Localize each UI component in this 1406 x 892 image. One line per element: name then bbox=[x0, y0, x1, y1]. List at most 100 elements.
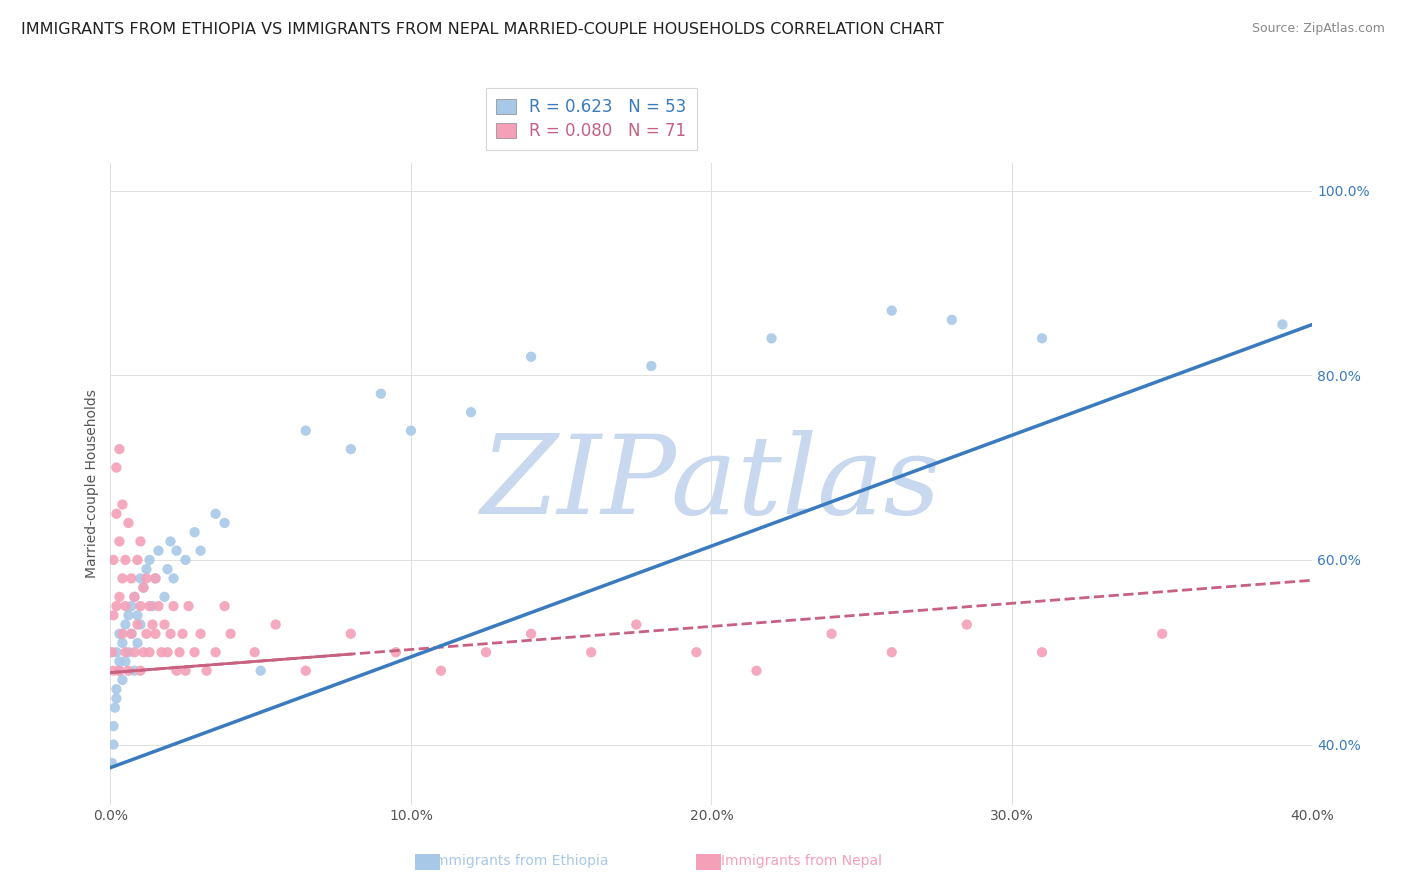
Point bbox=[105, 507, 128, 521]
Point bbox=[162, 599, 184, 613]
Point bbox=[108, 442, 131, 456]
Point bbox=[127, 636, 149, 650]
Point bbox=[745, 664, 768, 678]
Point bbox=[640, 359, 662, 373]
Point bbox=[150, 645, 173, 659]
Point bbox=[108, 655, 131, 669]
Point bbox=[111, 673, 134, 687]
Point bbox=[117, 645, 139, 659]
Point bbox=[124, 664, 146, 678]
Point bbox=[129, 534, 152, 549]
Point bbox=[475, 645, 498, 659]
Point bbox=[685, 645, 707, 659]
Point bbox=[183, 525, 205, 540]
Point bbox=[195, 664, 218, 678]
Text: Immigrants from Ethiopia: Immigrants from Ethiopia bbox=[432, 854, 609, 868]
Point bbox=[105, 460, 128, 475]
Point bbox=[101, 756, 124, 770]
Text: IMMIGRANTS FROM ETHIOPIA VS IMMIGRANTS FROM NEPAL MARRIED-COUPLE HOUSEHOLDS CORR: IMMIGRANTS FROM ETHIOPIA VS IMMIGRANTS F… bbox=[21, 22, 943, 37]
Point bbox=[129, 617, 152, 632]
Point bbox=[148, 543, 170, 558]
Point bbox=[117, 608, 139, 623]
Point bbox=[880, 645, 903, 659]
Point bbox=[114, 599, 136, 613]
Point bbox=[385, 645, 408, 659]
Point bbox=[105, 645, 128, 659]
Point bbox=[124, 590, 146, 604]
Point bbox=[127, 553, 149, 567]
Point bbox=[249, 664, 271, 678]
Point bbox=[430, 664, 453, 678]
Point bbox=[190, 543, 212, 558]
Point bbox=[172, 627, 194, 641]
Point bbox=[820, 627, 842, 641]
Point bbox=[148, 599, 170, 613]
Point bbox=[399, 424, 422, 438]
Point bbox=[129, 599, 152, 613]
Point bbox=[105, 682, 128, 697]
Point bbox=[138, 645, 160, 659]
Point bbox=[460, 405, 482, 419]
Point bbox=[204, 507, 226, 521]
Point bbox=[111, 571, 134, 585]
Point bbox=[141, 599, 163, 613]
Point bbox=[105, 691, 128, 706]
Point bbox=[129, 571, 152, 585]
Point bbox=[166, 543, 188, 558]
Point bbox=[135, 627, 157, 641]
Point bbox=[103, 608, 125, 623]
Point bbox=[159, 534, 181, 549]
Point bbox=[117, 664, 139, 678]
Point bbox=[214, 599, 236, 613]
Point bbox=[761, 331, 783, 345]
Legend: R = 0.623   N = 53, R = 0.080   N = 71: R = 0.623 N = 53, R = 0.080 N = 71 bbox=[486, 87, 696, 151]
Point bbox=[120, 627, 142, 641]
Point bbox=[105, 599, 128, 613]
Point bbox=[520, 350, 543, 364]
Point bbox=[169, 645, 191, 659]
Point bbox=[294, 424, 316, 438]
Point bbox=[120, 571, 142, 585]
Point bbox=[101, 645, 124, 659]
Point bbox=[1031, 645, 1053, 659]
Point bbox=[1271, 318, 1294, 332]
Point bbox=[145, 571, 167, 585]
Point bbox=[264, 617, 287, 632]
Point bbox=[156, 645, 179, 659]
Point bbox=[104, 700, 127, 714]
Point bbox=[520, 627, 543, 641]
Point bbox=[141, 617, 163, 632]
Point bbox=[159, 627, 181, 641]
Point bbox=[626, 617, 648, 632]
Point bbox=[135, 562, 157, 576]
Point bbox=[190, 627, 212, 641]
Point bbox=[340, 442, 363, 456]
Point bbox=[138, 599, 160, 613]
Point bbox=[120, 627, 142, 641]
Point bbox=[153, 590, 176, 604]
Point bbox=[294, 664, 316, 678]
Point bbox=[370, 386, 392, 401]
Point bbox=[132, 645, 155, 659]
Point bbox=[117, 516, 139, 530]
Point bbox=[183, 645, 205, 659]
Point bbox=[1031, 331, 1053, 345]
Point bbox=[114, 655, 136, 669]
Text: Source: ZipAtlas.com: Source: ZipAtlas.com bbox=[1251, 22, 1385, 36]
Point bbox=[880, 303, 903, 318]
Point bbox=[162, 571, 184, 585]
Point bbox=[174, 664, 197, 678]
Point bbox=[120, 599, 142, 613]
Point bbox=[108, 534, 131, 549]
Point bbox=[579, 645, 602, 659]
Point bbox=[129, 664, 152, 678]
Point bbox=[956, 617, 979, 632]
Point bbox=[103, 719, 125, 733]
Point bbox=[145, 571, 167, 585]
Point bbox=[219, 627, 242, 641]
Point bbox=[127, 608, 149, 623]
Point bbox=[941, 313, 963, 327]
Point bbox=[138, 553, 160, 567]
Y-axis label: Married-couple Households: Married-couple Households bbox=[86, 389, 100, 578]
Point bbox=[108, 627, 131, 641]
